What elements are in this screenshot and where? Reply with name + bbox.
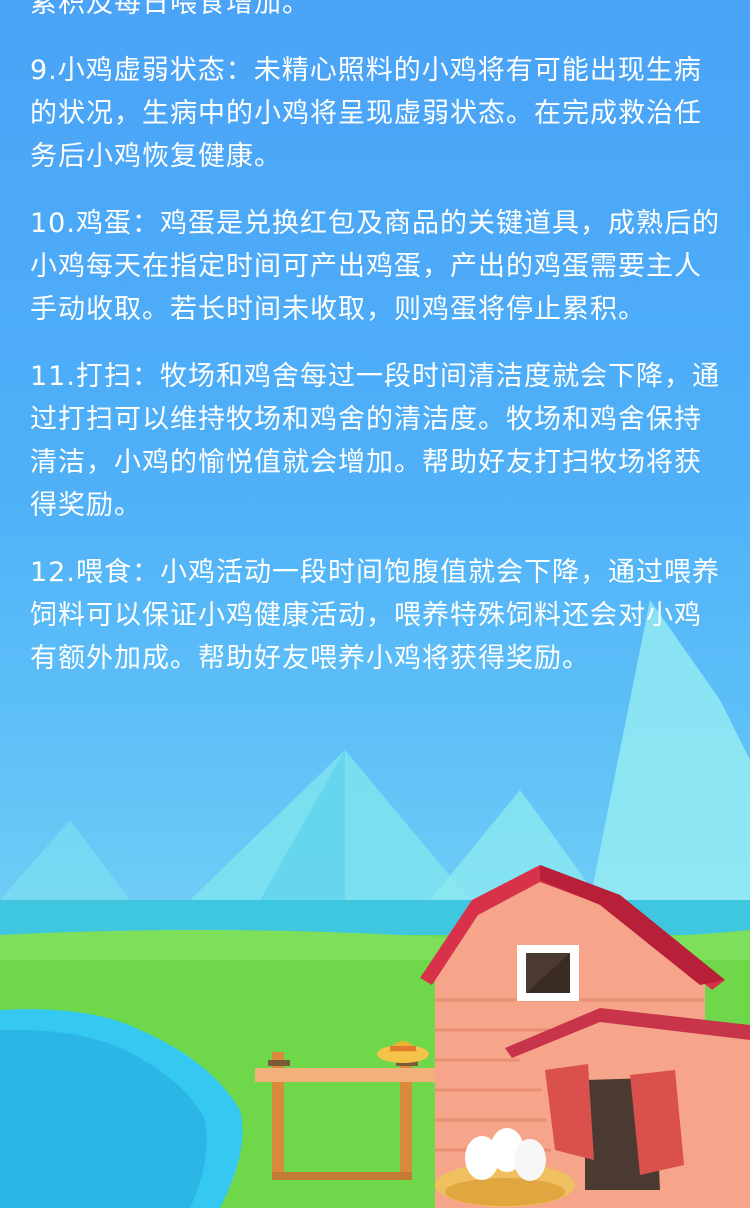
- barn-icon: [420, 865, 750, 1208]
- rule-item-cleaning: 11.打扫：牧场和鸡舍每过一段时间清洁度就会下降，通过打扫可以维持牧场和鸡舍的清…: [30, 361, 720, 521]
- rule-item-eggs: 10.鸡蛋：鸡蛋是兑换红包及商品的关键道具，成熟后的小鸡每天在指定时间可产出鸡蛋…: [30, 208, 720, 325]
- straw-hat-icon: [377, 1041, 429, 1063]
- rule-item-feeding-continued: 累积及每日喂食增加。: [30, 0, 310, 19]
- rules-text-section: 累积及每日喂食增加。 9.小鸡虚弱状态：未精心照料的小鸡将有可能出现生病的状况，…: [30, 0, 720, 704]
- pond-icon: [0, 1009, 243, 1208]
- fence-icon: [255, 1052, 440, 1180]
- rule-item-weak-state: 9.小鸡虚弱状态：未精心照料的小鸡将有可能出现生病的状况，生病中的小鸡将呈现虚弱…: [30, 55, 702, 172]
- rule-item-feeding: 12.喂食：小鸡活动一段时间饱腹值就会下降，通过喂养饲料可以保证小鸡健康活动，喂…: [30, 557, 720, 674]
- egg-nest-icon: [435, 1128, 575, 1207]
